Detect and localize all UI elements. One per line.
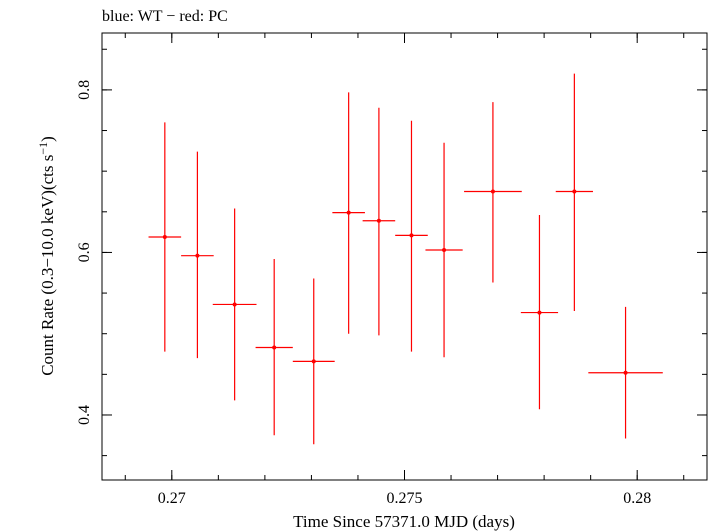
data-marker: [232, 302, 237, 307]
data-marker: [490, 189, 495, 194]
data-point: [395, 120, 428, 352]
y-axis-label-tail: ): [38, 136, 57, 142]
y-minor-ticks: [102, 48, 707, 457]
x-minor-ticks: [124, 33, 685, 480]
data-marker: [346, 210, 351, 215]
data-point: [148, 122, 182, 352]
x-tick-label: 0.275: [387, 490, 423, 507]
y-axis-ticks: 0.4 0.6 0.8: [76, 80, 707, 425]
data-marker: [409, 233, 414, 238]
data-marker: [537, 310, 542, 315]
data-marker: [162, 234, 167, 239]
data-point: [332, 92, 365, 334]
x-axis-label: Time Since 57371.0 MJD (days): [293, 512, 515, 531]
data-point: [464, 102, 522, 283]
data-marker: [442, 247, 447, 252]
y-tick-label: 0.6: [76, 242, 93, 262]
y-axis-label-main: Count Rate (0.3−10.0 keV)(cts s: [38, 155, 57, 376]
data-point: [362, 107, 396, 336]
data-marker: [195, 253, 200, 258]
data-point: [555, 73, 593, 311]
data-marker: [311, 359, 316, 364]
data-marker: [572, 189, 577, 194]
x-axis-ticks: 0.27 0.275 0.28: [158, 33, 651, 507]
y-tick-label: 0.4: [76, 405, 93, 425]
data-point: [181, 151, 214, 359]
data-marker: [623, 370, 628, 375]
data-point: [212, 208, 257, 401]
data-point: [520, 215, 559, 410]
chart-title: blue: WT − red: PC: [102, 8, 228, 25]
data-marker: [376, 218, 381, 223]
data-point: [425, 142, 463, 358]
data-marker: [272, 345, 277, 350]
x-tick-label: 0.28: [623, 490, 651, 507]
data-series: [148, 73, 663, 445]
data-point: [588, 306, 663, 439]
data-point: [292, 278, 335, 445]
y-tick-label: 0.8: [76, 80, 93, 100]
y-axis-label: Count Rate (0.3−10.0 keV)(cts s−1): [36, 136, 57, 376]
y-axis-label-superscript: −1: [36, 142, 50, 155]
plot-frame: [101, 32, 708, 481]
x-tick-label: 0.27: [158, 490, 186, 507]
data-point: [255, 258, 293, 436]
